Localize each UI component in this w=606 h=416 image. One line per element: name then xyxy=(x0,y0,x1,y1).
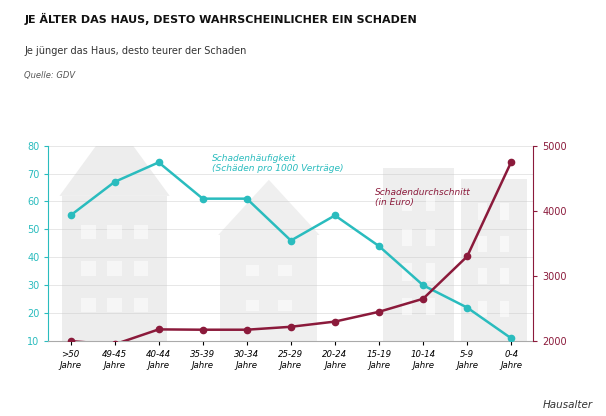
Bar xyxy=(402,263,412,280)
Bar xyxy=(246,265,259,276)
Bar xyxy=(500,236,509,252)
Polygon shape xyxy=(59,120,170,196)
Polygon shape xyxy=(218,180,319,235)
Bar xyxy=(425,228,435,246)
Bar xyxy=(478,236,487,252)
Bar xyxy=(107,297,122,312)
Text: JE ÄLTER DAS HAUS, DESTO WAHRSCHEINLICHER EIN SCHADEN: JE ÄLTER DAS HAUS, DESTO WAHRSCHEINLICHE… xyxy=(24,12,417,25)
Bar xyxy=(478,301,487,317)
Bar xyxy=(425,298,435,315)
Bar xyxy=(134,225,148,240)
Bar xyxy=(81,261,96,276)
Bar xyxy=(246,300,259,311)
Bar xyxy=(107,261,122,276)
Bar xyxy=(221,235,318,341)
Bar xyxy=(500,203,509,220)
Bar xyxy=(402,228,412,246)
Bar xyxy=(425,194,435,211)
Bar xyxy=(134,261,148,276)
Bar xyxy=(402,298,412,315)
Bar xyxy=(134,297,148,312)
Bar xyxy=(81,297,96,312)
Bar xyxy=(478,268,487,285)
Bar xyxy=(461,179,527,341)
Bar xyxy=(425,263,435,280)
Text: Schadenhäufigkeit
(Schäden pro 1000 Verträge): Schadenhäufigkeit (Schäden pro 1000 Vert… xyxy=(211,154,343,173)
Bar xyxy=(402,194,412,211)
Bar xyxy=(478,203,487,220)
Bar xyxy=(81,225,96,240)
Bar xyxy=(278,300,292,311)
Bar xyxy=(107,225,122,240)
Text: Quelle: GDV: Quelle: GDV xyxy=(24,71,75,80)
Text: Hausalter: Hausalter xyxy=(543,400,593,410)
Bar xyxy=(62,196,167,341)
Bar xyxy=(384,168,454,341)
Text: Schadendurchschnitt
(in Euro): Schadendurchschnitt (in Euro) xyxy=(375,188,470,207)
Bar xyxy=(500,268,509,285)
Bar xyxy=(500,301,509,317)
Text: Je jünger das Haus, desto teurer der Schaden: Je jünger das Haus, desto teurer der Sch… xyxy=(24,46,247,56)
Bar xyxy=(278,265,292,276)
